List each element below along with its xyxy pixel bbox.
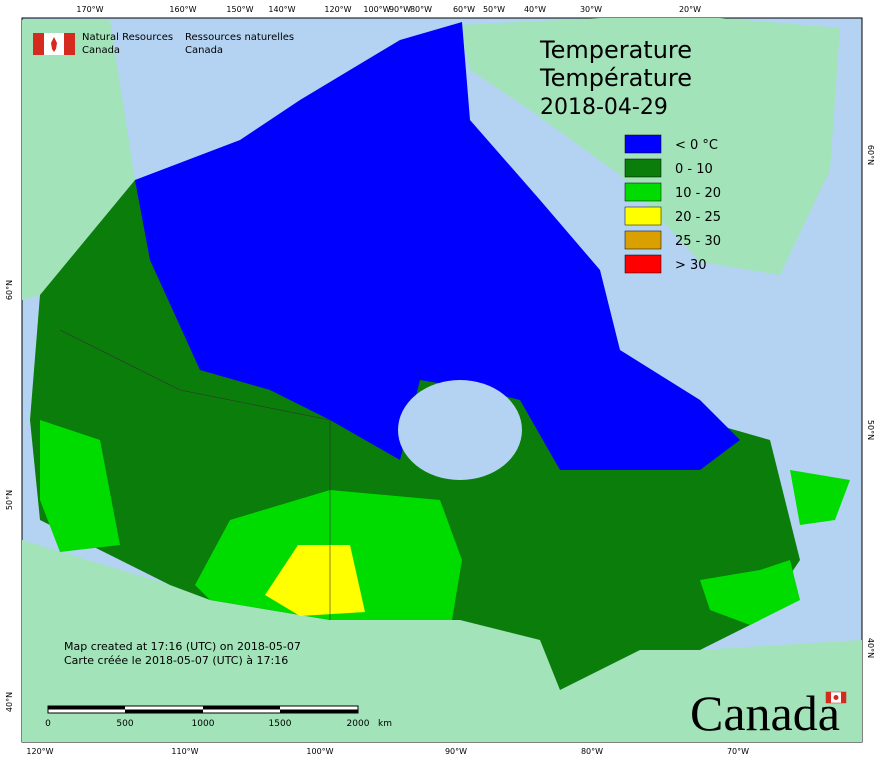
graticule-label: 70°W <box>727 747 749 756</box>
graticule-label: 110°W <box>171 747 198 756</box>
graticule-label: 50°N <box>866 420 875 440</box>
graticule-label: 80°W <box>581 747 603 756</box>
header-text: Canada <box>82 45 120 56</box>
graticule-label: 90°W <box>389 5 411 14</box>
scale-bar-segment <box>48 706 125 710</box>
alaska <box>22 20 135 300</box>
usa <box>22 540 862 742</box>
legend-swatch <box>624 134 662 154</box>
header-text: Natural Resources <box>82 32 173 43</box>
zone-20-25 <box>265 545 365 616</box>
legend-label: < 0 °C <box>675 138 718 153</box>
zone-10-20-east <box>700 560 800 625</box>
flag-band <box>33 33 44 55</box>
scale-label: 0 <box>45 719 51 729</box>
wordmark: Canada <box>690 685 840 741</box>
graticule-label: 50°N <box>5 490 14 510</box>
graticule-label: 30°W <box>580 5 602 14</box>
legend-label: 0 - 10 <box>675 162 713 177</box>
graticule-label: 40°N <box>866 638 875 658</box>
borders <box>59 329 331 620</box>
scale-label: 1500 <box>269 719 292 729</box>
scale-bar-segment <box>125 709 203 713</box>
legend-swatch <box>624 182 662 202</box>
zone-10-20-coast <box>40 420 120 552</box>
legend-label: 25 - 30 <box>675 234 721 249</box>
title-date: 2018-04-29 <box>540 95 668 120</box>
zone-10-20-nfld <box>790 470 850 525</box>
legend-swatch <box>624 254 662 274</box>
title: Température <box>539 64 692 92</box>
legend-label: 20 - 25 <box>675 210 721 225</box>
legend-swatch <box>624 158 662 178</box>
wordmark-flag <box>826 692 831 703</box>
graticule-label: 40°W <box>524 5 546 14</box>
credit: Map created at 17:16 (UTC) on 2018-05-07 <box>64 640 301 653</box>
scale-label: 2000 <box>347 719 370 729</box>
title: Temperature <box>539 36 692 64</box>
graticule-label: 90°W <box>445 747 467 756</box>
header-text: Canada <box>185 45 223 56</box>
scale-unit: km <box>378 719 392 729</box>
graticule-label: 60°N <box>5 280 14 300</box>
graticule-label: 100°W <box>363 5 390 14</box>
flag-leaf <box>51 37 57 52</box>
graticule-label: 80°W <box>410 5 432 14</box>
flag-band <box>64 33 75 55</box>
zone-below-0 <box>135 22 740 470</box>
graticule-label: 150°W <box>226 5 253 14</box>
graticule-label: 60°W <box>453 5 475 14</box>
graticule-label: 120°W <box>26 747 53 756</box>
credit: Carte créée le 2018-05-07 (UTC) à 17:16 <box>64 654 288 667</box>
legend-label: 10 - 20 <box>675 186 721 201</box>
graticule-label: 120°W <box>324 5 351 14</box>
graticule-label: 100°W <box>306 747 333 756</box>
legend: < 0 °C 0 - 10 10 - 20 20 - 25 25 - 30 > 30 <box>624 134 721 274</box>
graticule-label: 160°W <box>169 5 196 14</box>
legend-swatch <box>624 230 662 250</box>
scale-bar-segment <box>280 709 358 713</box>
graticule-label: 60°N <box>866 145 875 165</box>
graticule-label: 170°W <box>76 5 103 14</box>
graticule-label: 40°N <box>5 692 14 712</box>
scale-label: 500 <box>116 719 133 729</box>
graticule-label: 50°W <box>483 5 505 14</box>
legend-label: > 30 <box>675 258 707 273</box>
legend-swatch <box>624 206 662 226</box>
scale-bar-segment <box>203 706 280 710</box>
wordmark-flag <box>833 695 839 700</box>
scale-label: 1000 <box>192 719 215 729</box>
graticule-label: 20°W <box>679 5 701 14</box>
hudson-bay <box>398 380 522 480</box>
graticule-label: 140°W <box>268 5 295 14</box>
header-text: Ressources naturelles <box>185 32 294 43</box>
wordmark-flag <box>841 692 846 703</box>
